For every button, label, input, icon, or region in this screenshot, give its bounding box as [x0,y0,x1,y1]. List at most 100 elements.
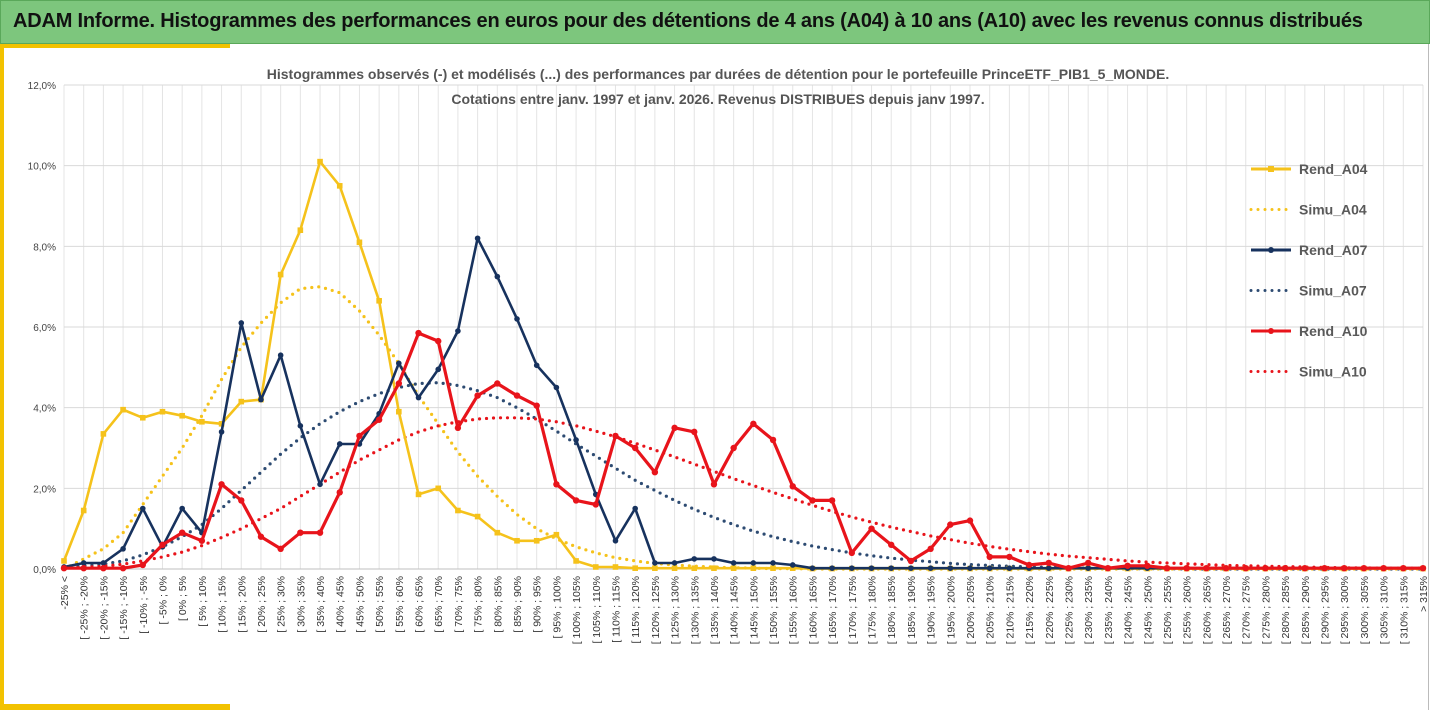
x-tick-label: [ 5% ; 10% [197,576,209,627]
legend-item: Rend_A10 [1251,323,1368,339]
data-point [829,565,835,571]
data-point [651,469,659,476]
data-point [178,529,186,536]
data-point [573,558,579,564]
data-point [612,564,619,570]
x-tick-label: [ 305% ; 310% [1379,576,1391,644]
x-tick-label: [ 15% ; 20% [236,576,248,633]
page-title: ADAM Informe. Histogrammes des performan… [13,10,1363,32]
data-point [455,328,461,334]
accent-bar-left [0,44,4,710]
x-tick-label: [ 65% ; 70% [433,576,445,633]
data-point [139,505,146,512]
data-point [336,441,343,447]
data-point [1419,564,1427,572]
data-point [435,337,442,345]
data-point [238,497,245,504]
x-tick-label: [ 35% ; 40% [315,576,327,633]
legend-label: Simu_A07 [1299,283,1367,299]
data-point [277,545,284,553]
data-point [80,560,87,566]
data-point [750,565,757,571]
data-point [317,481,323,488]
data-point [691,428,698,436]
data-point [120,546,126,552]
x-tick-label: [ 45% ; 50% [354,576,366,633]
x-tick-label: [ 205% ; 210% [985,576,997,644]
series-rend-a10 [60,329,1427,572]
accent-bar-top [0,44,230,48]
data-point [710,481,718,488]
data-point [770,560,776,566]
data-point [336,489,343,496]
data-point [573,437,579,443]
data-point [632,505,638,512]
data-point [297,423,304,429]
x-tick-label: [ 20% ; 25% [256,576,268,633]
data-point [907,557,915,565]
data-point [848,549,856,557]
x-tick-label: [ 85% ; 90% [512,576,524,633]
x-tick-label: [ -25% ; -20% [79,576,91,640]
legend-label: Rend_A04 [1299,161,1368,177]
data-point [1084,559,1092,567]
data-point [1400,564,1407,572]
data-point [789,562,796,568]
data-point [730,560,737,566]
data-point [218,421,225,427]
data-point [770,565,776,571]
x-tick-label: [ 240% ; 245% [1123,576,1135,644]
data-point [376,297,382,304]
data-point [789,565,796,571]
data-point [671,560,678,566]
x-tick-label: [ 270% ; 275% [1241,576,1253,644]
legend: Rend_A04 Simu_A04 Rend_A07 Simu_A07 Rend_A10… [1249,161,1368,380]
series-line [64,331,1423,570]
y-tick-label: 10,0% [28,162,56,173]
data-point [750,560,757,566]
data-point [1222,564,1230,572]
data-point [474,235,481,242]
series-rend-a04 [61,158,1426,572]
x-tick-label: [ 275% ; 280% [1260,576,1272,644]
data-point [257,533,265,540]
data-point [1183,564,1190,572]
data-point [100,564,107,572]
series-simu-a10 [62,416,1425,570]
x-tick-label: [ 210% ; 215% [1004,576,1016,644]
data-point [1163,564,1171,572]
series-line [63,237,1423,570]
legend-label: Rend_A10 [1299,323,1368,339]
data-point [455,507,461,514]
data-point [572,497,580,504]
data-point [967,565,973,571]
data-point [494,529,501,536]
legend-label: Simu_A10 [1299,364,1367,380]
data-point [1045,559,1052,567]
x-tick-label: [ -10% ; -5% [138,576,150,634]
data-point [849,565,855,571]
data-point [1006,565,1013,571]
x-tick-label: [ 220% ; 225% [1044,576,1056,644]
x-tick-label: [ 185% ; 190% [906,576,918,644]
data-point [592,501,599,508]
y-tick-label: 2,0% [33,484,56,495]
accent-bar-bottom [0,704,230,710]
data-point [1045,565,1052,571]
data-point [119,564,127,572]
data-point [947,521,954,528]
data-point [868,565,875,571]
data-point [336,183,343,189]
x-tick-label: [ 230% ; 235% [1083,576,1095,644]
x-tick-label: [ 150% ; 155% [768,576,780,644]
x-tick-label: -25% < [59,576,71,610]
x-tick-label: [ 180% ; 185% [886,576,898,644]
data-point [1025,561,1033,569]
data-point [1104,564,1112,572]
data-point [415,491,422,498]
x-tick-label: [ 175% ; 180% [867,576,879,644]
data-point [238,320,245,326]
data-point [809,497,816,504]
x-tick-label: [ 295% ; 300% [1339,576,1351,644]
